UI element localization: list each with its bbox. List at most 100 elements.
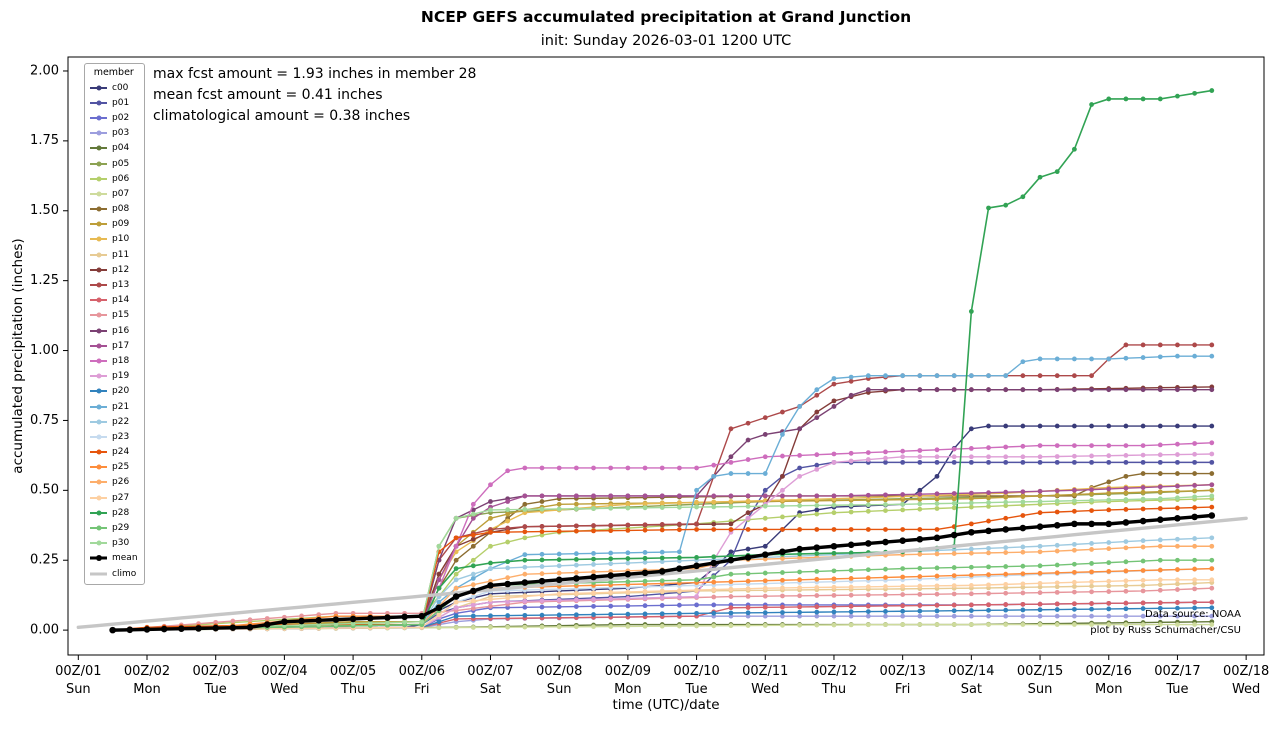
legend-item-p25: p25 [90, 460, 138, 475]
legend-item-p01: p01 [90, 95, 138, 110]
legend-title: member [93, 67, 134, 78]
legend-label: p23 [112, 431, 130, 442]
legend-item-p15: p15 [90, 308, 138, 323]
legend-label: p06 [112, 173, 130, 184]
legend-label: p25 [112, 462, 130, 473]
plot-title: NCEP GEFS accumulated precipitation at G… [420, 8, 912, 26]
legend-item-p30: p30 [90, 536, 138, 551]
legend-label: p03 [112, 128, 130, 139]
legend-label: p05 [112, 158, 130, 169]
legend-item-p11: p11 [90, 247, 138, 262]
legend-swatch [90, 266, 107, 273]
legend-swatch [90, 327, 107, 334]
legend-label: p10 [112, 234, 130, 245]
legend-swatch [90, 418, 107, 425]
legend-swatch [90, 555, 107, 562]
legend-label: p11 [112, 249, 130, 260]
legend-item-p19: p19 [90, 369, 138, 384]
legend-label: p07 [112, 188, 130, 199]
legend-label: p20 [112, 386, 130, 397]
legend-swatch [90, 403, 107, 410]
legend-item-p05: p05 [90, 156, 138, 171]
legend-item-c00: c00 [90, 80, 138, 95]
legend-label: p19 [112, 371, 130, 382]
legend-swatch [90, 357, 107, 364]
legend-swatch [90, 236, 107, 243]
legend-swatch [90, 206, 107, 213]
legend-label: p29 [112, 523, 130, 534]
legend-item-p06: p06 [90, 171, 138, 186]
legend-swatch [90, 494, 107, 501]
legend-item-p21: p21 [90, 399, 138, 414]
plot-author-credit: plot by Russ Schumacher/CSU [1090, 624, 1241, 636]
legend-item-p07: p07 [90, 186, 138, 201]
legend-label: p18 [112, 355, 130, 366]
legend-label: p13 [112, 280, 130, 291]
legend-label: p26 [112, 477, 130, 488]
legend-item-p02: p02 [90, 110, 138, 125]
legend-label: p30 [112, 538, 130, 549]
legend-item-p23: p23 [90, 429, 138, 444]
legend-item-p04: p04 [90, 141, 138, 156]
legend-label: p02 [112, 112, 130, 123]
legend-item-p29: p29 [90, 520, 138, 535]
legend-item-p27: p27 [90, 490, 138, 505]
legend-swatch [90, 175, 107, 182]
legend: member c00 p01 p02 p03 p04 p05 p06 p07 p08 p09 p10… [84, 63, 145, 586]
legend-label: c00 [112, 82, 129, 93]
legend-swatch [90, 312, 107, 319]
legend-swatch [90, 221, 107, 228]
legend-label: p12 [112, 264, 130, 275]
legend-label: p24 [112, 447, 130, 458]
annotation-block: max fcst amount = 1.93 inches in member … [153, 64, 476, 127]
legend-item-p13: p13 [90, 277, 138, 292]
legend-item-p22: p22 [90, 414, 138, 429]
legend-swatch [90, 509, 107, 516]
legend-swatch [90, 540, 107, 547]
legend-item-p14: p14 [90, 293, 138, 308]
legend-item-p28: p28 [90, 505, 138, 520]
legend-label: p28 [112, 507, 130, 518]
legend-swatch [90, 84, 107, 91]
legend-item-climo: climo [90, 566, 138, 581]
legend-label: mean [112, 553, 138, 564]
annotation-max-amount: max fcst amount = 1.93 inches in member … [153, 66, 477, 82]
credits-block: Data source: NOAA plot by Russ Schumache… [900, 607, 1241, 638]
legend-swatch [90, 297, 107, 304]
legend-label: p21 [112, 401, 130, 412]
legend-item-p08: p08 [90, 202, 138, 217]
legend-item-p17: p17 [90, 338, 138, 353]
legend-item-p18: p18 [90, 353, 138, 368]
legend-label: p27 [112, 492, 130, 503]
data-source-credit: Data source: NOAA [1145, 609, 1241, 620]
annotation-climo-amount: climatological amount = 0.38 inches [153, 108, 411, 124]
legend-swatch [90, 251, 107, 258]
legend-item-p12: p12 [90, 262, 138, 277]
legend-swatch [90, 190, 107, 197]
legend-label: p14 [112, 295, 130, 306]
legend-swatch [90, 342, 107, 349]
legend-label: p04 [112, 143, 130, 154]
legend-swatch [90, 114, 107, 121]
legend-item-p16: p16 [90, 323, 138, 338]
legend-label: p09 [112, 219, 130, 230]
legend-swatch [90, 145, 107, 152]
plot-subtitle: init: Sunday 2026-03-01 1200 UTC [540, 33, 792, 49]
legend-item-p09: p09 [90, 217, 138, 232]
legend-item-p26: p26 [90, 475, 138, 490]
x-axis-label: time (UTC)/date [612, 697, 720, 713]
legend-item-p20: p20 [90, 384, 138, 399]
legend-swatch [90, 449, 107, 456]
legend-item-mean: mean [90, 551, 138, 566]
legend-swatch [90, 160, 107, 167]
legend-label: p16 [112, 325, 130, 336]
legend-swatch [90, 464, 107, 471]
legend-swatch [90, 282, 107, 289]
legend-label: p08 [112, 204, 130, 215]
legend-swatch [90, 373, 107, 380]
y-axis-label: accumulated precipitation (inches) [10, 238, 26, 474]
legend-swatch [90, 99, 107, 106]
legend-swatch [90, 479, 107, 486]
